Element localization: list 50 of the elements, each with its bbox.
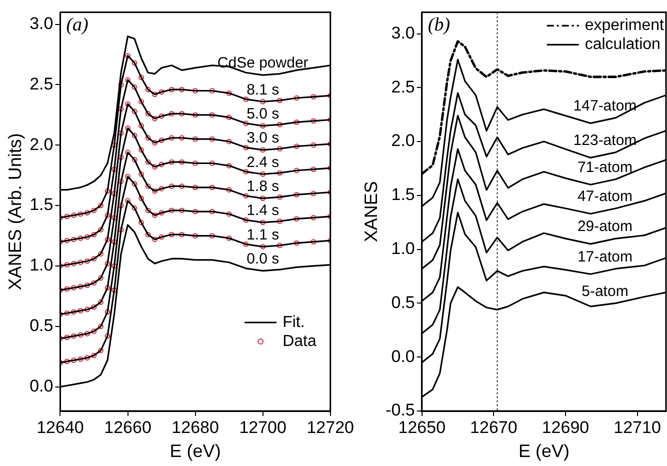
y-tick-label: 1.0: [30, 256, 54, 275]
legend-label: calculation: [584, 36, 660, 54]
annotation: 3.0 s: [246, 130, 280, 147]
y-tick-label: 0.5: [30, 316, 54, 336]
x-tick-label: 12710: [614, 418, 661, 437]
annotation: 8.1 s: [246, 81, 280, 98]
annotation: (b): [428, 14, 450, 36]
x-tick-label: 12650: [398, 418, 446, 437]
legend-label: experiment: [584, 17, 665, 34]
x-tick-label: 12660: [104, 418, 152, 437]
y-axis-title: XANES: [360, 181, 381, 242]
annotation: 0.0 s: [246, 250, 280, 268]
y-axis-title: XANES (Arb. Units): [4, 133, 25, 290]
annotation: CdSe powder: [217, 54, 308, 72]
annotation: 147-atom: [573, 97, 637, 114]
x-tick-label: 12640: [36, 418, 84, 437]
y-tick-label: 1.5: [30, 195, 54, 214]
annotation: 1.8 s: [246, 178, 280, 195]
y-tick-label: 2.0: [391, 131, 415, 150]
x-tick-label: 12700: [239, 418, 286, 437]
legend-label: Fit.: [282, 314, 305, 331]
annotation: 17-atom: [577, 248, 632, 266]
legend-label: Data: [282, 332, 316, 350]
x-axis-title: E (eV): [518, 441, 570, 462]
annotation: 5-atom: [582, 282, 628, 300]
y-tick-label: 3.0: [391, 23, 415, 42]
y-tick-label: 2.0: [30, 134, 54, 154]
annotation: 29-atom: [577, 218, 632, 236]
y-tick-label: 1.5: [391, 185, 415, 204]
y-tick-label: 3.0: [30, 14, 54, 33]
annotation: 47-atom: [577, 188, 632, 206]
x-tick-label: 12720: [306, 418, 354, 437]
y-tick-label: 2.5: [391, 77, 415, 96]
annotation: (a): [66, 14, 88, 36]
x-axis-title: E (eV): [170, 441, 221, 462]
x-tick-label: 12670: [470, 418, 518, 437]
x-tick-label: 12680: [172, 418, 219, 437]
y-tick-label: 2.5: [30, 74, 54, 94]
y-tick-label: 0.0: [30, 376, 54, 396]
annotation: 1.4 s: [246, 202, 280, 220]
annotation: 71-atom: [577, 158, 632, 176]
annotation: 5.0 s: [246, 105, 280, 122]
x-tick-label: 12690: [542, 418, 590, 437]
annotation: 123-atom: [573, 132, 637, 149]
y-tick-label: 0.5: [391, 292, 415, 312]
annotation: 2.4 s: [246, 154, 280, 171]
y-tick-label: -0.5: [386, 400, 415, 420]
annotation: 1.1 s: [246, 226, 280, 244]
y-tick-label: 0.0: [391, 346, 415, 366]
y-tick-label: 1.0: [391, 239, 415, 258]
